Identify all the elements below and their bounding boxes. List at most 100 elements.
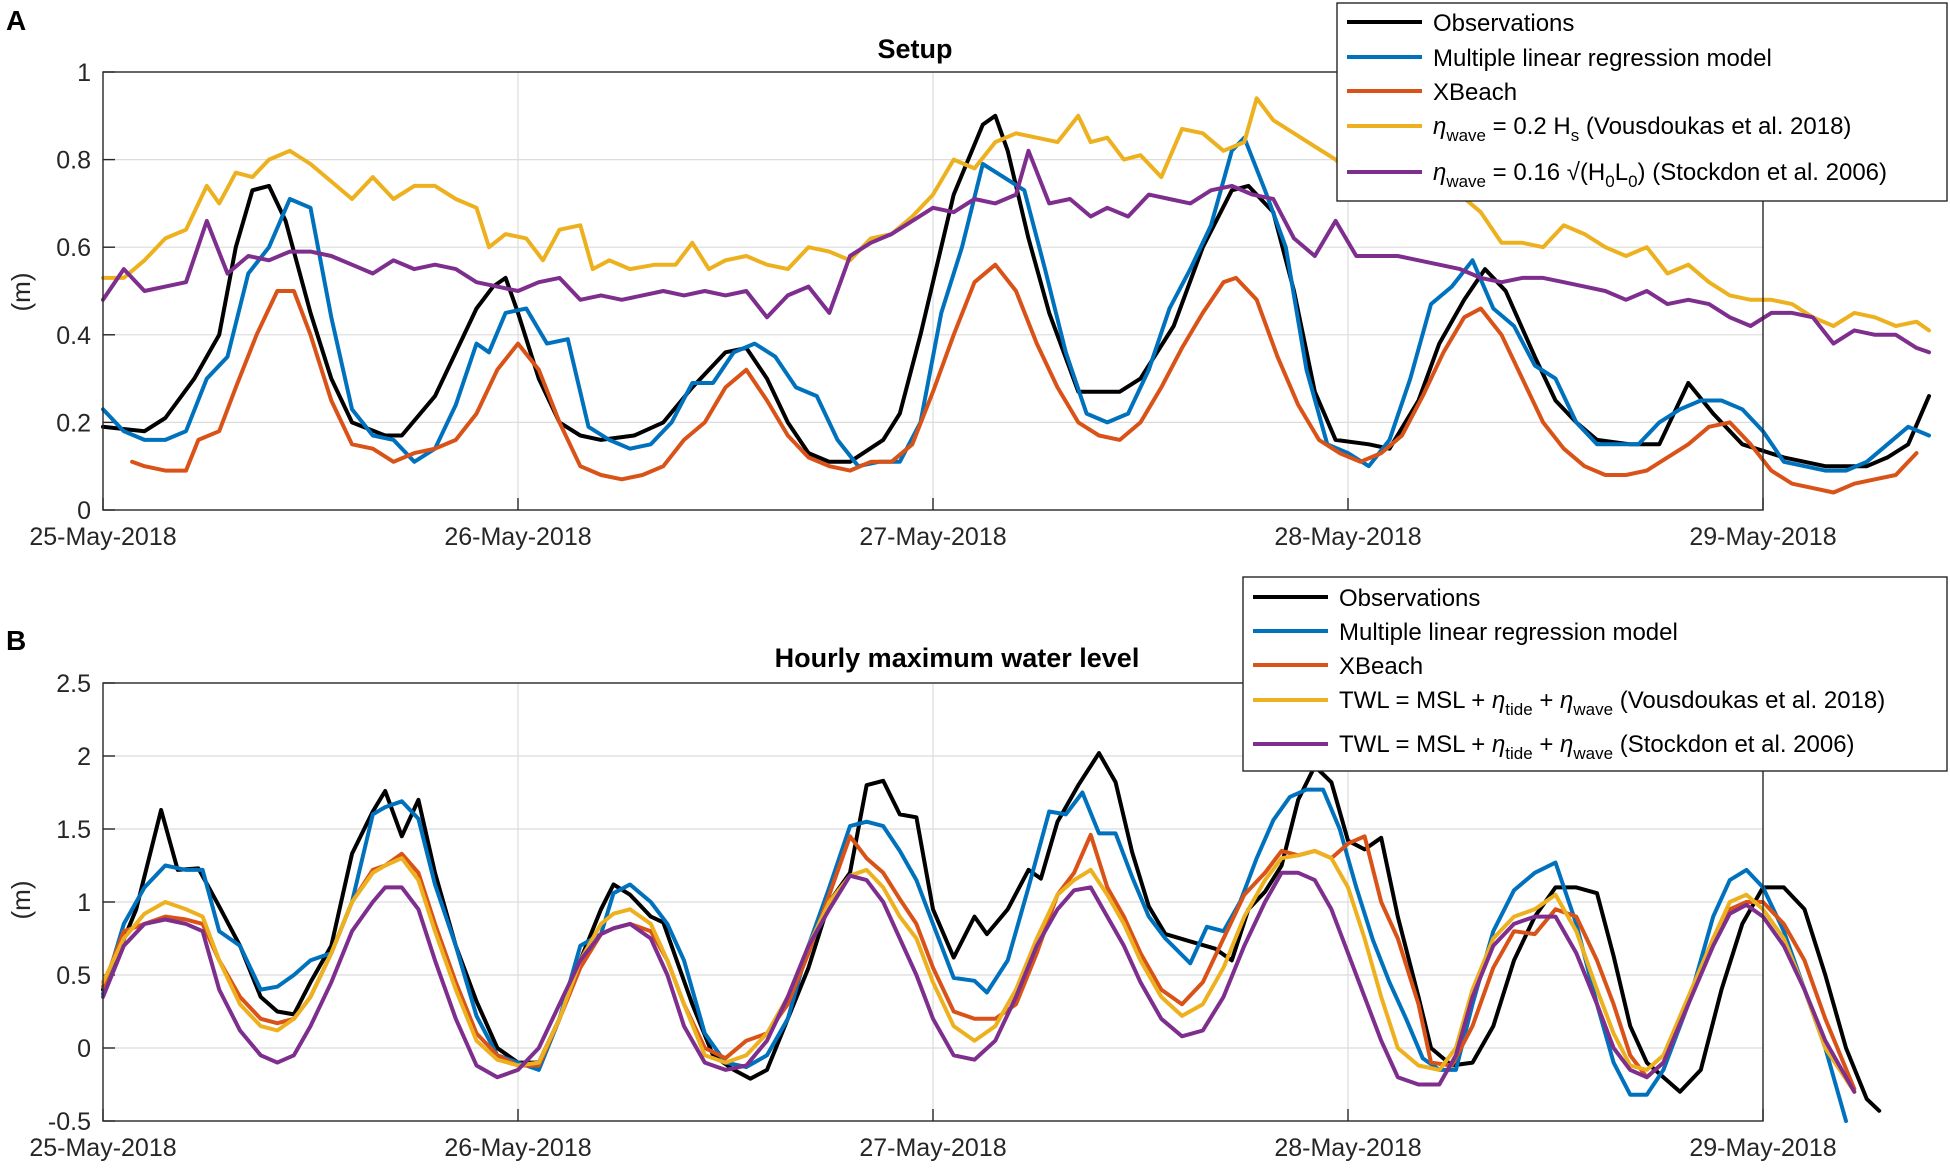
legend-label-stockdon-setup: ηwave = 0.16 √(H0L0) (Stockdon et al. 20… (1433, 159, 1887, 191)
legend-entry-vousdoukas-twl: TWL = MSL + ηtide + ηwave (Vousdoukas et… (1253, 687, 1885, 719)
legend-label-mlr: Multiple linear regression model (1339, 619, 1678, 646)
legend-entry-mlr: Multiple linear regression model (1347, 45, 1772, 72)
eta-symbol: η (1560, 687, 1573, 714)
water-level-y-tick-label: 2 (77, 743, 91, 771)
water-level-axes-box (102, 682, 1764, 1122)
water-level-series (101, 751, 1882, 1123)
legend-label-vousdoukas-twl: TWL = MSL + ηtide + ηwave (Vousdoukas et… (1339, 687, 1885, 719)
citation-text: ) (Stockdon et al. 2006) (1638, 159, 1887, 186)
setup-line-parametric-a (101, 96, 1931, 333)
formula-text-l: L (1615, 159, 1628, 186)
water-level-y-tick-label: -0.5 (48, 1108, 91, 1136)
water-level-x-ticks: 25-May-2018 26-May-2018 27-May-2018 28-May-… (29, 1109, 1837, 1162)
legend-entry-mlr: Multiple linear regression model (1253, 619, 1678, 646)
legend-entry-stockdon-setup: ηwave = 0.16 √(H0L0) (Stockdon et al. 20… (1347, 159, 1887, 191)
legend-label-observations: Observations (1433, 10, 1574, 37)
subscript-wave: wave (1572, 700, 1613, 719)
subscript-0: 0 (1605, 172, 1614, 191)
setup-y-tick-label: 0.8 (56, 147, 91, 175)
setup-x-tick-label: 27-May-2018 (859, 523, 1006, 551)
subscript-wave: wave (1572, 744, 1613, 763)
water-level-y-tick-label: 0.5 (56, 962, 91, 990)
setup-legend-box (1336, 2, 1948, 202)
legend-entry-observations: Observations (1347, 10, 1574, 37)
formula-text: = 0.16 √(H (1486, 159, 1605, 186)
water-level-y-tick-label: 0 (77, 1035, 91, 1063)
water-level-x-tick-label: 27-May-2018 (859, 1134, 1006, 1162)
legend-label-xbeach: XBeach (1339, 653, 1423, 680)
eta-symbol: η (1560, 731, 1573, 758)
setup-line-parametric-b (101, 148, 1931, 355)
setup-legend: Observations Multiple linear regression … (1336, 2, 1948, 202)
subscript-tide: tide (1505, 700, 1532, 719)
water-level-y-tick-label: 1.5 (56, 816, 91, 844)
setup-axes-box (102, 71, 1764, 511)
formula-text: TWL = MSL + (1339, 687, 1492, 714)
legend-label-mlr: Multiple linear regression model (1433, 45, 1772, 72)
water-level-line-observations (101, 751, 1882, 1113)
legend-label-vousdoukas-setup: ηwave = 0.2 Hs (Vousdoukas et al. 2018) (1433, 113, 1851, 145)
water-level-y-ticks: -0.5 0 0.5 1 1.5 2 2.5 (48, 670, 115, 1136)
legend-label-stockdon-twl: TWL = MSL + ηtide + ηwave (Stockdon et a… (1339, 731, 1855, 763)
subscript-wave: wave (1445, 126, 1486, 145)
water-level-legend: Observations Multiple linear regression … (1242, 576, 1948, 772)
setup-x-tick-label: 26-May-2018 (444, 523, 591, 551)
plus-text: + (1533, 731, 1560, 758)
setup-series (101, 96, 1931, 495)
plus-text: + (1533, 687, 1560, 714)
water-level-y-tick-label: 2.5 (56, 670, 91, 698)
panel-label-a: A (6, 5, 26, 36)
eta-symbol: η (1433, 113, 1446, 140)
setup-x-ticks: 25-May-2018 26-May-2018 27-May-2018 28-May-… (29, 498, 1837, 551)
setup-line-observations (101, 113, 1931, 469)
citation-text: (Vousdoukas et al. 2018) (1579, 113, 1851, 140)
legend-entry-observations: Observations (1253, 585, 1480, 612)
setup-y-tick-label: 0.6 (56, 234, 91, 262)
water-level-line-xbeach (101, 832, 1857, 1091)
formula-text: = 0.2 H (1486, 113, 1571, 140)
subscript-0b: 0 (1628, 172, 1637, 191)
setup-x-tick-label: 25-May-2018 (29, 523, 176, 551)
citation-text: (Stockdon et al. 2006) (1613, 731, 1854, 758)
water-level-x-tick-label: 29-May-2018 (1689, 1134, 1836, 1162)
water-level-title: Hourly maximum water level (775, 643, 1140, 673)
subscript-tide: tide (1505, 744, 1532, 763)
eta-symbol: η (1492, 687, 1505, 714)
legend-entry-vousdoukas-setup: ηwave = 0.2 Hs (Vousdoukas et al. 2018) (1347, 113, 1851, 145)
water-level-x-tick-label: 28-May-2018 (1274, 1134, 1421, 1162)
setup-y-tick-label: 0.2 (56, 409, 91, 437)
water-level-line-parametric-b (101, 870, 1857, 1094)
legend-entry-stockdon-twl: TWL = MSL + ηtide + ηwave (Stockdon et a… (1253, 731, 1855, 763)
setup-x-tick-label: 28-May-2018 (1274, 523, 1421, 551)
formula-text: TWL = MSL + (1339, 731, 1492, 758)
setup-title: Setup (877, 34, 952, 64)
water-level-y-axis-label: (m) (6, 881, 36, 920)
setup-y-tick-label: 1 (77, 59, 91, 87)
subscript-s: s (1571, 126, 1580, 145)
legend-label-observations: Observations (1339, 585, 1480, 612)
water-level-y-tick-label: 1 (77, 889, 91, 917)
legend-entry-xbeach: XBeach (1347, 79, 1517, 106)
panel-label-b: B (6, 625, 26, 656)
setup-panel: A Setup (m) 0 0.2 0.4 0.6 0.8 1 25-May-2018 26… (6, 2, 1948, 551)
water-level-x-tick-label: 26-May-2018 (444, 1134, 591, 1162)
legend-entry-xbeach: XBeach (1253, 653, 1423, 680)
setup-y-tick-label: 0.4 (56, 322, 91, 350)
setup-y-axis-label: (m) (6, 273, 36, 312)
citation-text: (Vousdoukas et al. 2018) (1613, 687, 1885, 714)
setup-x-tick-label: 29-May-2018 (1689, 523, 1836, 551)
eta-symbol: η (1433, 159, 1446, 186)
water-level-line-multiple-linear-regression-model (101, 787, 1848, 1123)
eta-symbol: η (1492, 731, 1505, 758)
legend-label-xbeach: XBeach (1433, 79, 1517, 106)
subscript-wave: wave (1445, 172, 1486, 191)
setup-line-multiple-linear-regression-model (101, 135, 1931, 473)
setup-y-ticks: 0 0.2 0.4 0.6 0.8 1 (56, 59, 115, 525)
setup-y-tick-label: 0 (77, 497, 91, 525)
water-level-legend-box (1242, 576, 1948, 772)
water-level-line-parametric-a (101, 848, 1857, 1094)
water-level-x-tick-label: 25-May-2018 (29, 1134, 176, 1162)
setup-line-xbeach (130, 262, 1919, 495)
water-level-panel: B Hourly maximum water level (m) -0.5 0 0.… (6, 576, 1948, 1162)
